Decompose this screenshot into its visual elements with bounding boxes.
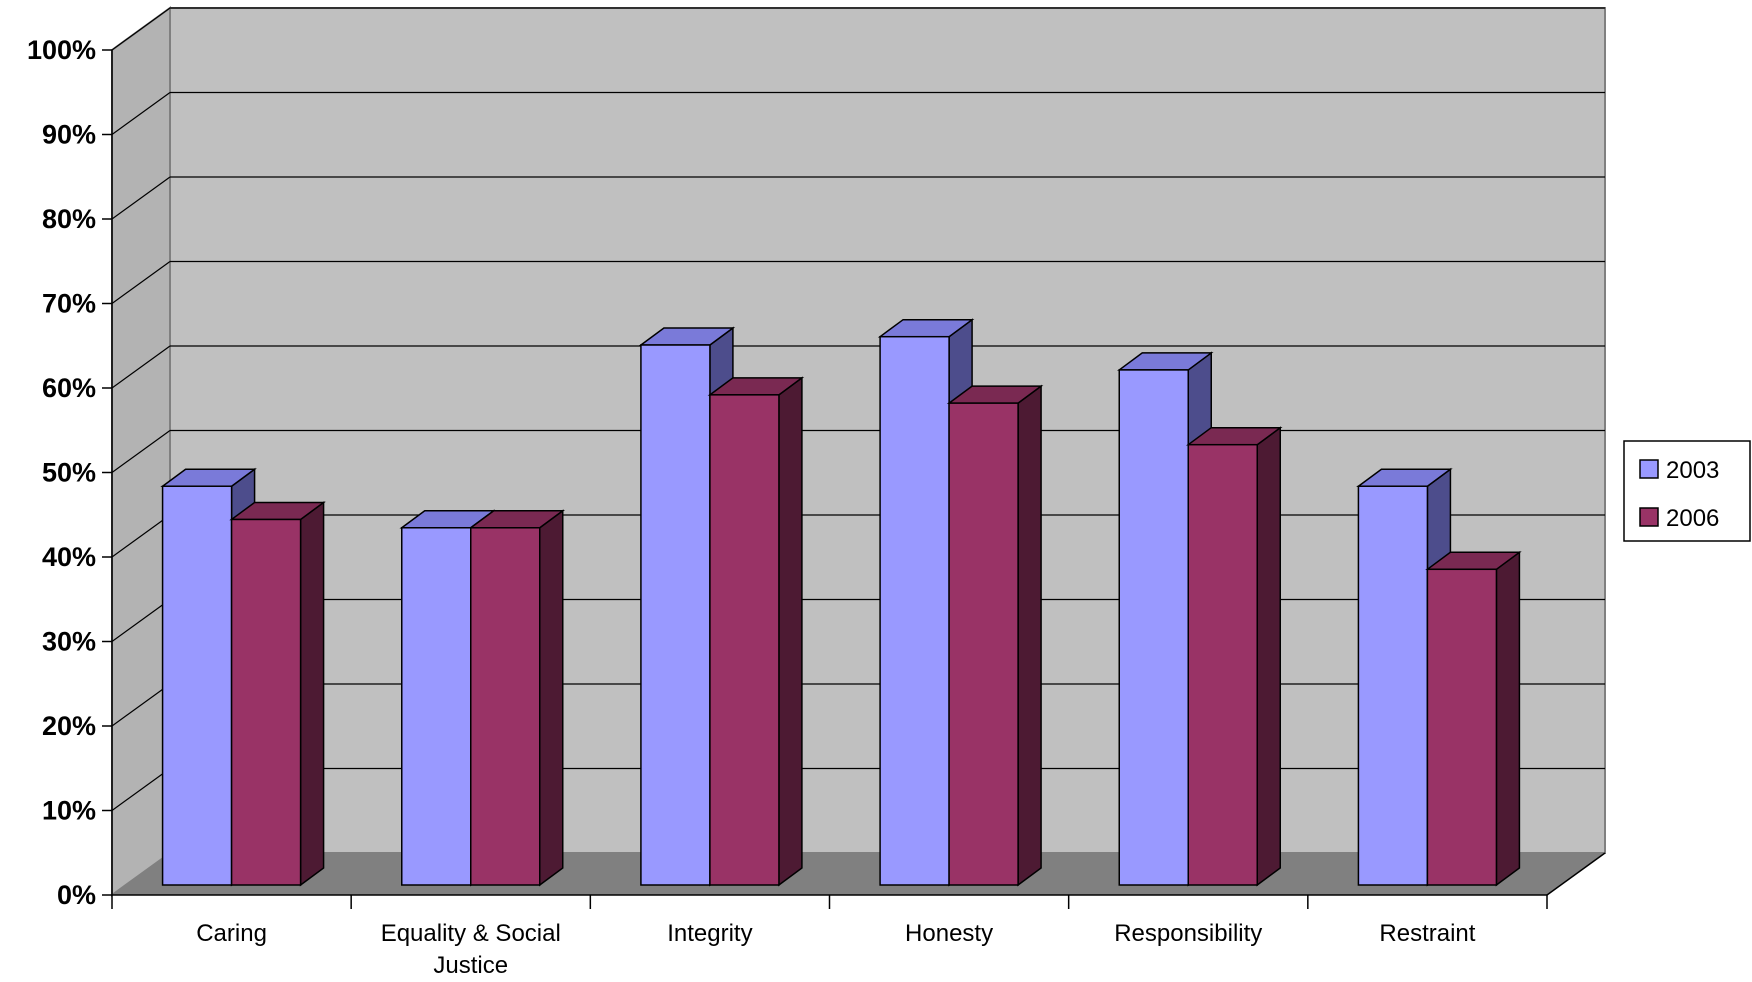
bar-2006 [1187,443,1258,886]
gridline-side [111,683,171,727]
bar-2003 [161,485,233,886]
bar-2006 [1426,568,1498,886]
bar-side-2006 [539,509,564,887]
floor-edge [1546,852,1606,896]
legend-swatch-2006 [1639,507,1659,527]
category-label: Responsibility [1114,920,1262,947]
gridline-side [111,345,171,389]
bar-2003 [401,527,472,886]
y-tick-label: 90% [42,120,96,150]
legend-swatch-2003 [1639,459,1659,479]
gridline-side [111,514,171,558]
category-label: Justice [433,952,508,979]
y-tick-label: 80% [42,204,96,234]
bar-side-2006 [1256,426,1281,887]
gridline-side [111,599,171,642]
bar-side-2006 [1495,550,1521,887]
category-label: Caring [196,920,267,947]
category-label: Equality & Social [381,920,561,947]
category-label: Restraint [1379,920,1475,947]
bar-2003 [640,344,711,886]
bar-side-2006 [778,376,803,887]
gridline-side [111,7,171,51]
y-tick-label: 70% [42,289,96,319]
y-tick-label: 40% [42,542,96,572]
gridline-side [111,768,171,811]
bar-2006 [470,527,541,886]
bar-2006 [948,402,1019,886]
y-tick-label: 50% [42,458,96,488]
bar-2003 [1357,485,1429,886]
bar-side-2006 [1017,384,1042,887]
y-tick-label: 60% [42,373,96,403]
y-tick-label: 0% [57,880,96,910]
legend-label-2006: 2006 [1666,505,1719,532]
bar-2003 [1118,369,1189,886]
bar-2006 [709,394,780,886]
y-tick-label: 100% [27,35,96,65]
bar-2006 [230,518,302,886]
bar-2003 [879,335,950,886]
gridline-side [111,176,171,220]
y-tick-label: 20% [42,711,96,741]
y-tick-label: 30% [42,627,96,657]
category-label: Honesty [905,920,993,947]
gridline-side [111,92,171,135]
legend-label-2003: 2003 [1666,457,1719,484]
gridline-side [111,261,171,304]
y-tick-label: 10% [42,796,96,826]
gridline-side [111,430,171,473]
category-label: Integrity [667,920,752,947]
bar-side-2006 [299,500,325,887]
